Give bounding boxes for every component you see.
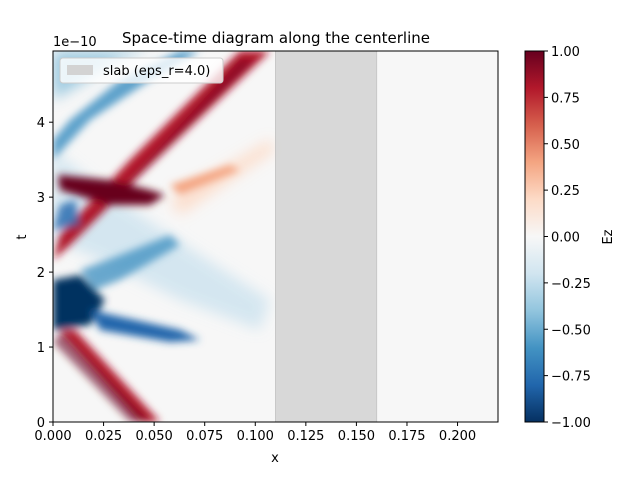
colorbar-tick-label: −0.25 <box>551 277 591 292</box>
x-tick-label: 0.025 <box>85 429 122 444</box>
x-tick-label: 0.175 <box>388 429 425 444</box>
x-tick-label: 0.150 <box>338 429 375 444</box>
colorbar-tick-label: 0.50 <box>551 138 580 153</box>
x-tick-label: 0.000 <box>34 429 71 444</box>
colorbar: 1.00 0.75 0.50 0.25 0.00 −0.25 −0.50 −0.75 −1.00… <box>524 45 616 431</box>
colorbar-tick-label: 0.25 <box>551 184 580 199</box>
colorbar-tick-label: 0.00 <box>551 231 580 246</box>
y-tick-label: 2 <box>37 266 45 281</box>
colorbar-tick-label: 1.00 <box>551 45 580 60</box>
y-axis-ticks: 0 1 2 3 4 <box>37 116 53 431</box>
y-axis-label: t <box>15 234 30 239</box>
colorbar-ticks: 1.00 0.75 0.50 0.25 0.00 −0.25 −0.50 −0.75 −1.00 <box>544 45 591 431</box>
x-axis-ticks: 0.000 0.025 0.050 0.075 0.100 0.125 0.150 0.175… <box>34 422 476 444</box>
x-tick-label: 0.100 <box>237 429 274 444</box>
colorbar-tick-label: 0.75 <box>551 91 580 106</box>
x-axis-label: x <box>271 451 279 466</box>
x-tick-label: 0.050 <box>136 429 173 444</box>
slab-region <box>275 50 378 423</box>
x-tick-label: 0.125 <box>287 429 324 444</box>
heatmap-field <box>53 51 275 422</box>
y-tick-label: 1 <box>37 341 45 356</box>
x-tick-label: 0.075 <box>186 429 223 444</box>
legend: slab (eps_r=4.0) <box>59 57 224 84</box>
x-tick-label: 0.200 <box>439 429 476 444</box>
y-tick-label: 0 <box>37 416 45 431</box>
colorbar-gradient <box>524 50 545 423</box>
y-tick-label: 4 <box>37 116 45 131</box>
legend-label-slab: slab (eps_r=4.0) <box>103 64 210 79</box>
legend-frame <box>59 57 224 84</box>
colorbar-tick-label: −1.00 <box>551 416 591 431</box>
colorbar-label: Ez <box>601 229 616 244</box>
legend-swatch-slab <box>67 65 93 75</box>
y-axis-scale-label: 1e−10 <box>53 35 97 50</box>
chart-title: Space-time diagram along the centerline <box>122 29 430 47</box>
colorbar-tick-label: −0.50 <box>551 323 591 338</box>
colorbar-tick-label: −0.75 <box>551 370 591 385</box>
y-tick-label: 3 <box>37 191 45 206</box>
axes-frame <box>52 50 499 423</box>
